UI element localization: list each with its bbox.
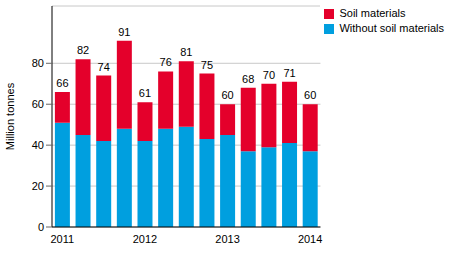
svg-text:60: 60 [221,89,233,101]
svg-text:76: 76 [160,56,172,68]
svg-text:0: 0 [38,221,44,233]
svg-text:2014: 2014 [298,233,322,245]
svg-text:61: 61 [139,87,151,99]
svg-text:81: 81 [180,46,192,58]
svg-text:20: 20 [32,180,44,192]
svg-text:60: 60 [32,98,44,110]
svg-text:70: 70 [263,69,275,81]
svg-text:Million tonnes: Million tonnes [8,82,16,150]
svg-text:80: 80 [32,57,44,69]
svg-text:82: 82 [77,44,89,56]
svg-text:60: 60 [304,89,316,101]
svg-text:2012: 2012 [133,233,157,245]
svg-text:75: 75 [201,59,213,71]
svg-text:2013: 2013 [215,233,239,245]
html-text:Without soil materials: Without soil materials [339,22,444,34]
html-text:Soil materials: Soil materials [339,7,406,19]
svg-text:40: 40 [32,139,44,151]
svg-text:68: 68 [242,73,254,85]
svg-text:2011: 2011 [50,233,74,245]
svg-text:91: 91 [118,26,130,38]
svg-text:71: 71 [283,67,295,79]
svg-text:74: 74 [98,61,110,73]
svg-text:66: 66 [56,77,68,89]
